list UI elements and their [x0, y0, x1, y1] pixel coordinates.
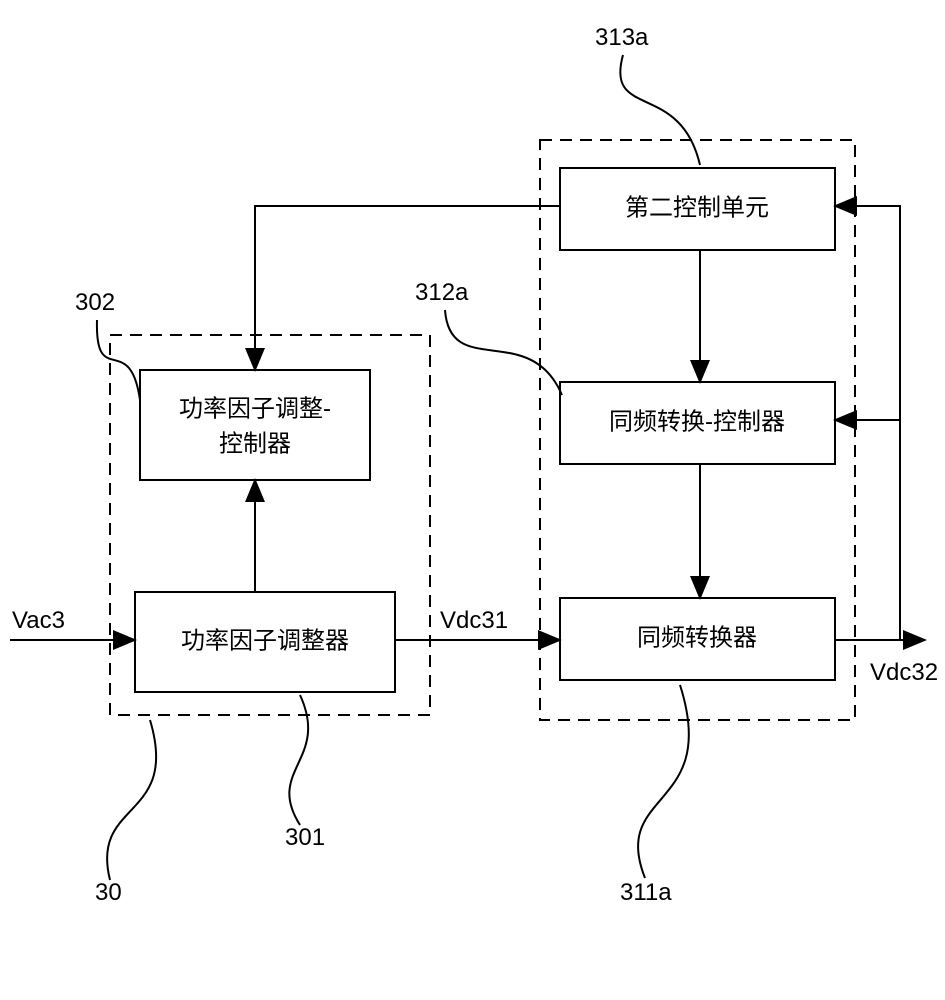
- vdc31-label: Vdc31: [440, 607, 508, 634]
- second-control-unit-label: 第二控制单元: [625, 194, 769, 221]
- pf-adj-controller-box: [140, 370, 370, 480]
- callout-301-label: 301: [285, 824, 325, 851]
- feedback-to-box2: [835, 420, 900, 640]
- callout-312a-curve: [445, 310, 562, 395]
- left-dashed-group: [110, 335, 430, 715]
- callout-30-curve: [107, 720, 156, 880]
- callout-311a-label: 311a: [620, 879, 672, 906]
- callout-312a-label: 312a: [415, 279, 469, 306]
- callout-302-curve: [97, 320, 140, 400]
- callout-302-label: 302: [75, 289, 115, 316]
- callout-313a-curve: [620, 55, 700, 165]
- callout-313a-label: 313a: [595, 24, 649, 51]
- callout-311a-curve: [638, 685, 689, 878]
- freq-converter-label: 同频转换器: [637, 624, 757, 651]
- feedback-to-box1: [835, 206, 900, 420]
- freq-conv-controller-label: 同频转换-控制器: [609, 408, 785, 435]
- pf-adj-controller-label-l1: 功率因子调整-: [179, 395, 331, 422]
- vdc32-label: Vdc32: [870, 659, 938, 686]
- vac3-label: Vac3: [12, 607, 65, 634]
- pf-adj-controller-label-l2: 控制器: [219, 430, 291, 457]
- box1-to-left-arrow: [255, 206, 560, 370]
- pf-adjuster-label: 功率因子调整器: [181, 627, 349, 654]
- callout-30-label: 30: [95, 879, 122, 906]
